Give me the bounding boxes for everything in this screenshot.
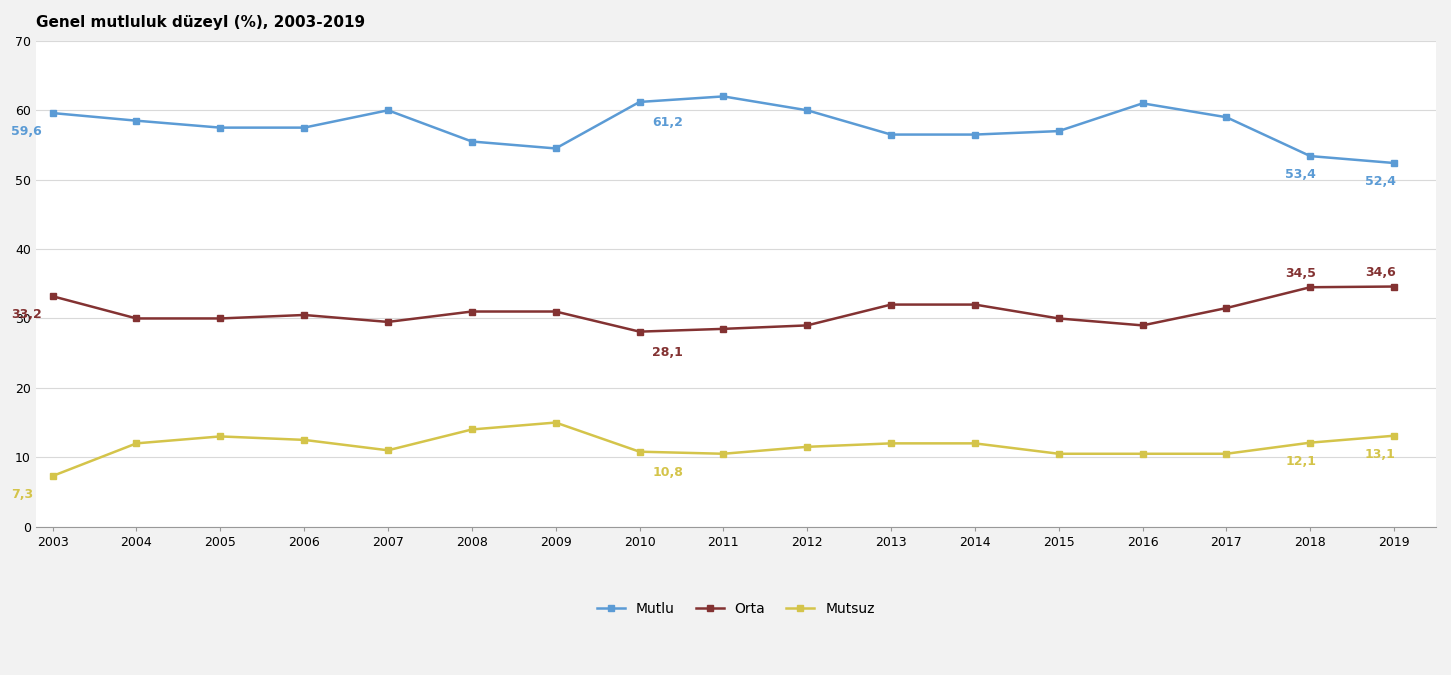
Orta: [44, 292, 61, 300]
Line: Mutlu: Mutlu: [49, 93, 1397, 167]
Orta: [1217, 304, 1235, 312]
Orta: [296, 311, 313, 319]
Line: Mutsuz: Mutsuz: [49, 419, 1397, 479]
Orta: [1051, 315, 1068, 323]
Mutsuz: [631, 448, 649, 456]
Mutlu: [296, 124, 313, 132]
Mutsuz: [1051, 450, 1068, 458]
Mutsuz: [463, 425, 480, 433]
Mutsuz: [966, 439, 984, 448]
Mutlu: [1133, 99, 1151, 107]
Orta: [631, 327, 649, 335]
Text: 12,1: 12,1: [1286, 455, 1316, 468]
Text: 34,5: 34,5: [1286, 267, 1316, 280]
Text: 53,4: 53,4: [1286, 168, 1316, 182]
Text: 13,1: 13,1: [1365, 448, 1396, 461]
Mutlu: [379, 106, 396, 114]
Mutsuz: [44, 472, 61, 480]
Mutsuz: [128, 439, 145, 448]
Orta: [882, 300, 900, 308]
Text: Genel mutluluk düzeyI (%), 2003-2019: Genel mutluluk düzeyI (%), 2003-2019: [36, 15, 366, 30]
Mutlu: [128, 117, 145, 125]
Mutlu: [44, 109, 61, 117]
Mutlu: [882, 130, 900, 138]
Orta: [798, 321, 815, 329]
Mutlu: [715, 92, 733, 101]
Mutlu: [1302, 152, 1319, 160]
Orta: [547, 308, 564, 316]
Mutsuz: [1302, 439, 1319, 447]
Orta: [966, 300, 984, 308]
Orta: [128, 315, 145, 323]
Mutsuz: [798, 443, 815, 451]
Mutsuz: [212, 433, 229, 441]
Orta: [1386, 282, 1403, 290]
Text: 34,6: 34,6: [1365, 266, 1396, 279]
Text: 7,3: 7,3: [10, 488, 33, 501]
Orta: [463, 308, 480, 316]
Text: 61,2: 61,2: [651, 116, 683, 129]
Mutlu: [547, 144, 564, 153]
Mutlu: [463, 138, 480, 146]
Mutsuz: [1217, 450, 1235, 458]
Mutsuz: [547, 418, 564, 427]
Orta: [1133, 321, 1151, 329]
Mutsuz: [296, 436, 313, 444]
Mutlu: [1217, 113, 1235, 122]
Mutlu: [1386, 159, 1403, 167]
Legend: Mutlu, Orta, Mutsuz: Mutlu, Orta, Mutsuz: [592, 597, 881, 622]
Mutlu: [966, 130, 984, 138]
Mutlu: [1051, 127, 1068, 135]
Orta: [715, 325, 733, 333]
Mutsuz: [1386, 432, 1403, 440]
Line: Orta: Orta: [49, 283, 1397, 335]
Mutlu: [798, 106, 815, 114]
Text: 52,4: 52,4: [1365, 176, 1396, 188]
Mutsuz: [379, 446, 396, 454]
Mutsuz: [882, 439, 900, 448]
Text: 10,8: 10,8: [651, 466, 683, 479]
Mutsuz: [1133, 450, 1151, 458]
Mutlu: [212, 124, 229, 132]
Text: 33,2: 33,2: [10, 308, 42, 321]
Mutsuz: [715, 450, 733, 458]
Orta: [1302, 284, 1319, 292]
Text: 59,6: 59,6: [10, 126, 42, 138]
Orta: [212, 315, 229, 323]
Text: 28,1: 28,1: [651, 346, 683, 359]
Mutlu: [631, 98, 649, 106]
Orta: [379, 318, 396, 326]
